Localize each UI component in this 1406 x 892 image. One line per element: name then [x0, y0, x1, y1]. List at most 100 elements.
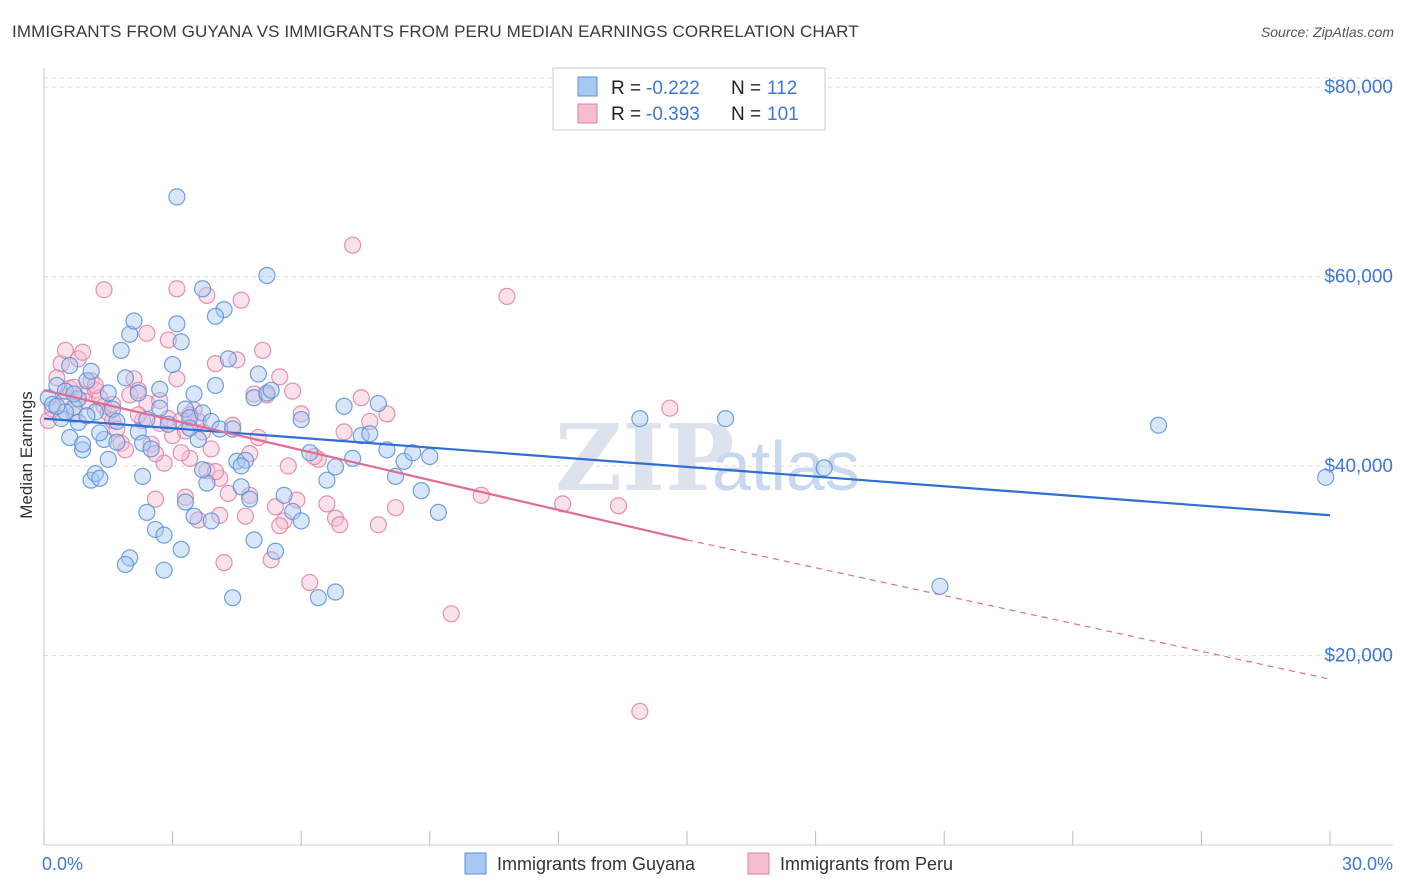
source-credit: Source: ZipAtlas.com — [1260, 24, 1394, 40]
data-point-guyana — [151, 380, 169, 398]
data-point-peru — [498, 287, 516, 305]
series-legend-label-guyana: Immigrants from Guyana — [497, 854, 696, 874]
trend-line-guyana — [43, 417, 1331, 517]
data-point-guyana — [716, 409, 735, 428]
data-point-peru — [288, 491, 306, 509]
data-point-guyana — [155, 561, 173, 579]
data-point-guyana — [133, 434, 152, 452]
data-point-guyana — [631, 409, 649, 428]
data-point-guyana — [206, 307, 225, 325]
data-point-guyana — [61, 356, 79, 375]
y-tick-label: $60,000 — [1324, 266, 1393, 287]
stats-legend-box — [552, 67, 826, 131]
data-point-guyana — [292, 512, 310, 530]
y-axis-tick-labels: $20,000 $40,000 $60,000 $80,000 — [1324, 77, 1393, 667]
data-point-guyana — [164, 355, 182, 374]
data-point-peru — [73, 343, 92, 361]
y-tick-label: $40,000 — [1324, 456, 1393, 477]
data-point-peru — [211, 506, 229, 524]
data-point-guyana — [125, 312, 143, 330]
data-point-guyana — [99, 450, 117, 468]
data-point-guyana — [108, 433, 126, 451]
chart-title: IMMIGRANTS FROM GUYANA VS IMMIGRANTS FRO… — [12, 22, 859, 41]
data-point-guyana — [151, 399, 169, 417]
data-point-peru — [271, 368, 289, 386]
data-point-guyana — [369, 394, 387, 413]
data-point-guyana — [249, 365, 267, 383]
series-legend: Immigrants from Guyana Immigrants from P… — [464, 852, 953, 875]
data-point-guyana — [78, 372, 96, 390]
grid-lines — [44, 77, 1393, 656]
data-point-guyana — [326, 458, 345, 476]
data-point-guyana — [116, 555, 135, 574]
data-point-guyana — [91, 424, 109, 442]
data-point-peru — [262, 551, 280, 569]
series-guyana-points — [39, 188, 1335, 607]
data-point-guyana — [73, 435, 92, 453]
data-point-peru — [168, 370, 186, 388]
data-point-peru — [331, 516, 349, 534]
data-point-guyana — [194, 280, 212, 298]
data-point-guyana — [48, 397, 66, 415]
series-legend-swatch-guyana — [464, 852, 487, 875]
data-point-peru — [155, 454, 173, 472]
data-point-peru — [56, 341, 75, 359]
data-point-guyana — [361, 425, 379, 443]
legend-r-value-guyana: -0.222 — [646, 78, 700, 99]
legend-r-label: R = — [611, 78, 641, 99]
data-point-guyana — [116, 369, 135, 387]
data-point-guyana — [326, 583, 345, 601]
data-point-peru — [202, 440, 220, 458]
data-point-peru — [292, 405, 310, 423]
legend-n-label: N = — [731, 78, 761, 99]
data-point-peru — [236, 507, 255, 525]
data-point-peru — [344, 236, 362, 254]
series-legend-swatch-peru — [747, 852, 770, 875]
data-point-peru — [181, 449, 199, 467]
trend-line-peru-extension — [686, 539, 1331, 680]
watermark-zip: ZIP — [555, 404, 734, 512]
data-point-peru — [301, 573, 319, 592]
data-point-peru — [206, 355, 225, 373]
legend-r-label: R = — [611, 104, 641, 125]
data-point-peru — [609, 497, 628, 515]
data-point-guyana — [138, 503, 156, 522]
data-point-peru — [254, 341, 272, 359]
data-point-peru — [142, 435, 160, 453]
trend-line-peru — [43, 389, 688, 541]
series-legend-label-peru: Immigrants from Peru — [780, 854, 953, 874]
data-point-guyana — [194, 461, 212, 479]
data-point-guyana — [129, 423, 147, 441]
data-point-guyana — [99, 384, 117, 402]
data-point-guyana — [86, 403, 105, 421]
data-point-guyana — [245, 389, 263, 407]
data-point-guyana — [142, 440, 160, 458]
data-point-peru — [352, 389, 370, 407]
data-point-guyana — [176, 493, 195, 511]
data-point-guyana — [284, 502, 302, 521]
data-point-peru — [172, 444, 190, 462]
data-point-guyana — [215, 301, 233, 319]
data-point-guyana — [172, 540, 190, 558]
stats-legend: R = -0.222 N = 112 R = -0.393 N = 101 — [552, 67, 826, 131]
data-point-peru — [361, 412, 379, 431]
data-point-peru — [631, 702, 649, 720]
data-point-guyana — [133, 467, 152, 485]
data-point-peru — [176, 488, 195, 506]
data-point-peru — [284, 382, 302, 400]
data-point-guyana — [91, 469, 109, 487]
data-point-guyana — [78, 407, 96, 425]
data-point-guyana — [112, 341, 130, 359]
data-point-guyana — [266, 542, 285, 560]
data-point-peru — [95, 281, 113, 299]
data-point-guyana — [155, 526, 173, 544]
data-point-guyana — [815, 459, 833, 477]
data-point-guyana — [168, 315, 186, 333]
x-tick-label-min: 0.0% — [42, 854, 83, 874]
data-point-guyana — [1149, 416, 1168, 434]
axes — [43, 68, 1393, 846]
data-point-peru — [271, 517, 289, 535]
legend-swatch-peru — [577, 103, 598, 124]
legend-n-value-peru: 101 — [767, 104, 799, 125]
